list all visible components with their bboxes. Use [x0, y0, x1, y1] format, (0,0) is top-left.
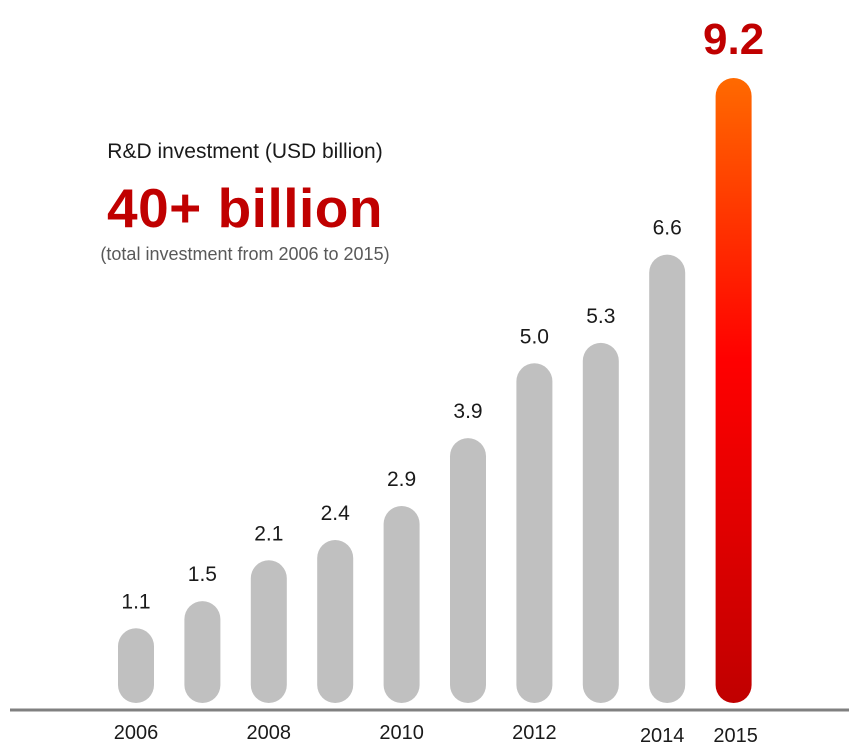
value-label-2010: 2.9: [387, 468, 416, 491]
bar-2006: [118, 628, 154, 703]
bar-2013: [582, 342, 619, 703]
bar-2014: [649, 254, 686, 703]
bar-2011: [450, 438, 486, 703]
bar-2008: [250, 560, 287, 703]
headline-total: 40+ billion: [107, 177, 383, 239]
bar-2010: [383, 506, 420, 703]
x-tick-label-2014: 2014: [640, 725, 685, 747]
value-label-2007: 1.5: [188, 563, 217, 586]
bar-2015: [715, 78, 752, 703]
total-note: (total investment from 2006 to 2015): [100, 244, 390, 264]
x-tick-label-2006: 2006: [114, 722, 159, 744]
bar-2009: [317, 540, 354, 703]
x-tick-label-2008: 2008: [247, 722, 292, 744]
value-label-2009: 2.4: [321, 502, 351, 525]
bar-2012: [516, 363, 553, 703]
value-label-2008: 2.1: [254, 522, 283, 545]
value-label-2011: 3.9: [453, 400, 482, 423]
value-label-2012: 5.0: [520, 325, 549, 348]
chart-subtitle: R&D investment (USD billion): [107, 140, 383, 163]
bar-2007: [184, 601, 221, 703]
value-label-2015: 9.2: [703, 15, 764, 64]
x-tick-label-2010: 2010: [379, 722, 424, 744]
value-label-2013: 5.3: [586, 305, 615, 328]
x-tick-label-2012: 2012: [512, 722, 557, 744]
x-tick-label-2015: 2015: [713, 725, 758, 747]
value-label-2006: 1.1: [121, 590, 150, 613]
value-label-2014: 6.6: [653, 217, 682, 240]
